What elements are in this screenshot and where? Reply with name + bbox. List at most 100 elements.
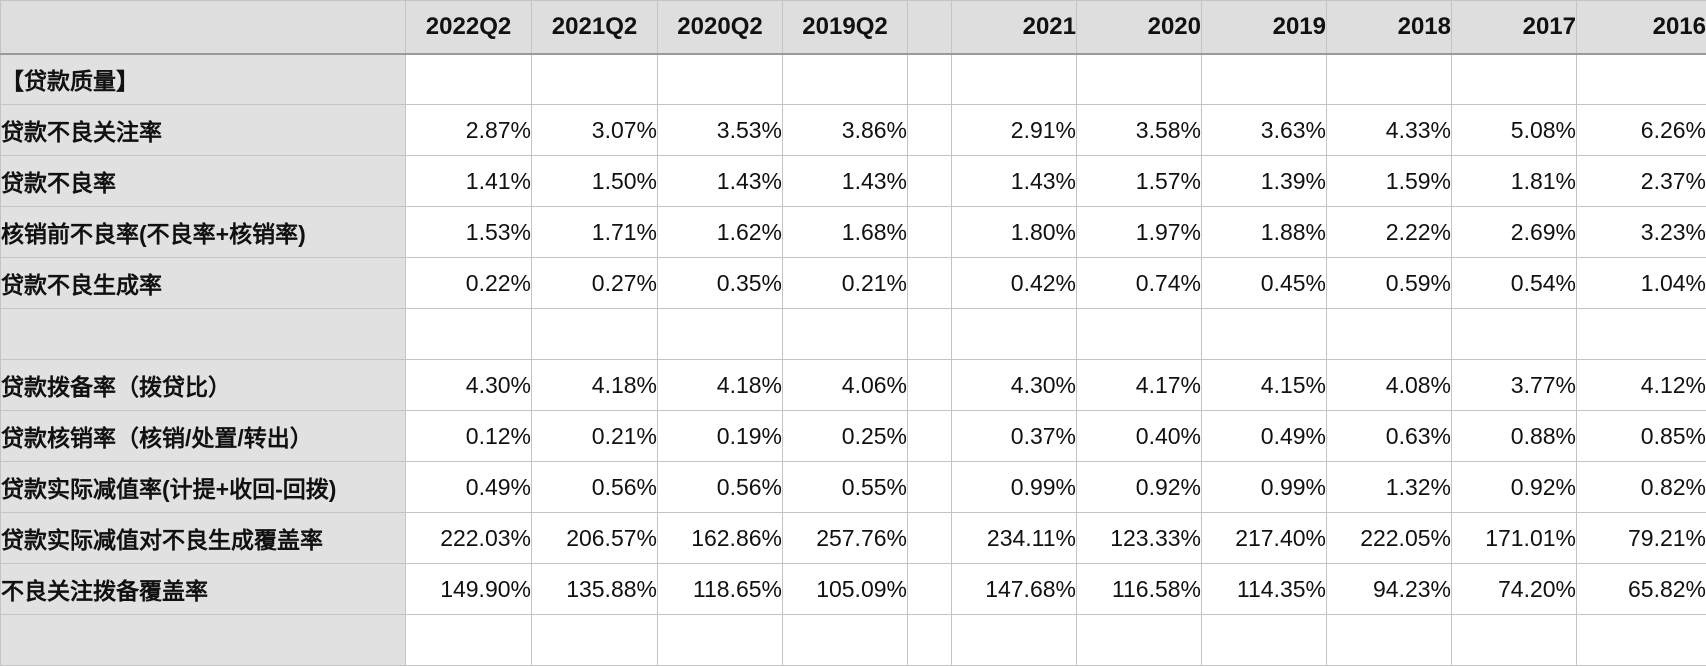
- row-label-cell[interactable]: [1, 615, 406, 666]
- year-value-cell[interactable]: 4.08%: [1327, 360, 1452, 411]
- spacer-cell[interactable]: [908, 564, 952, 615]
- year-value-cell[interactable]: 0.59%: [1327, 258, 1452, 309]
- quarter-value-cell[interactable]: 118.65%: [658, 564, 783, 615]
- quarter-value-cell[interactable]: 0.22%: [406, 258, 532, 309]
- quarter-value-cell[interactable]: 0.35%: [658, 258, 783, 309]
- quarter-value-cell[interactable]: [406, 309, 532, 360]
- quarter-value-cell[interactable]: [658, 309, 783, 360]
- year-value-cell[interactable]: 3.77%: [1452, 360, 1577, 411]
- year-value-cell[interactable]: 0.99%: [952, 462, 1077, 513]
- quarter-value-cell[interactable]: 0.27%: [532, 258, 658, 309]
- year-value-cell[interactable]: [952, 54, 1077, 105]
- header-corner-cell[interactable]: [1, 1, 406, 54]
- year-value-cell[interactable]: 4.17%: [1077, 360, 1202, 411]
- year-value-cell[interactable]: 1.59%: [1327, 156, 1452, 207]
- quarter-value-cell[interactable]: 0.55%: [783, 462, 908, 513]
- year-value-cell[interactable]: 0.92%: [1077, 462, 1202, 513]
- year-value-cell[interactable]: 0.54%: [1452, 258, 1577, 309]
- year-value-cell[interactable]: 0.82%: [1577, 462, 1706, 513]
- spacer-cell[interactable]: [908, 615, 952, 666]
- quarter-value-cell[interactable]: 206.57%: [532, 513, 658, 564]
- year-value-cell[interactable]: 123.33%: [1077, 513, 1202, 564]
- quarter-value-cell[interactable]: 257.76%: [783, 513, 908, 564]
- year-value-cell[interactable]: 2.91%: [952, 105, 1077, 156]
- quarter-value-cell[interactable]: 0.21%: [532, 411, 658, 462]
- year-value-cell[interactable]: 4.33%: [1327, 105, 1452, 156]
- year-value-cell[interactable]: [1202, 309, 1327, 360]
- year-value-cell[interactable]: [1077, 309, 1202, 360]
- year-value-cell[interactable]: [1077, 54, 1202, 105]
- spacer-cell[interactable]: [908, 207, 952, 258]
- year-value-cell[interactable]: 0.85%: [1577, 411, 1706, 462]
- year-value-cell[interactable]: 1.32%: [1327, 462, 1452, 513]
- row-label-cell[interactable]: 贷款核销率（核销/处置/转出）: [1, 411, 406, 462]
- year-value-cell[interactable]: 0.99%: [1202, 462, 1327, 513]
- year-value-cell[interactable]: 222.05%: [1327, 513, 1452, 564]
- year-value-cell[interactable]: 3.58%: [1077, 105, 1202, 156]
- year-value-cell[interactable]: [1327, 309, 1452, 360]
- quarter-value-cell[interactable]: 0.49%: [406, 462, 532, 513]
- year-value-cell[interactable]: 1.88%: [1202, 207, 1327, 258]
- column-header-2018[interactable]: 2018: [1327, 1, 1452, 54]
- year-value-cell[interactable]: 114.35%: [1202, 564, 1327, 615]
- year-value-cell[interactable]: [1577, 309, 1706, 360]
- column-header-2020q2[interactable]: 2020Q2: [658, 1, 783, 54]
- year-value-cell[interactable]: [1452, 309, 1577, 360]
- year-value-cell[interactable]: 116.58%: [1077, 564, 1202, 615]
- year-value-cell[interactable]: [1452, 54, 1577, 105]
- year-value-cell[interactable]: 1.04%: [1577, 258, 1706, 309]
- quarter-value-cell[interactable]: 0.56%: [532, 462, 658, 513]
- year-value-cell[interactable]: 74.20%: [1452, 564, 1577, 615]
- year-value-cell[interactable]: 0.45%: [1202, 258, 1327, 309]
- year-value-cell[interactable]: [1202, 615, 1327, 666]
- quarter-value-cell[interactable]: 0.25%: [783, 411, 908, 462]
- quarter-value-cell[interactable]: [658, 54, 783, 105]
- year-value-cell[interactable]: [1327, 54, 1452, 105]
- year-value-cell[interactable]: 1.39%: [1202, 156, 1327, 207]
- quarter-value-cell[interactable]: 3.86%: [783, 105, 908, 156]
- column-header-2019[interactable]: 2019: [1202, 1, 1327, 54]
- year-value-cell[interactable]: 0.40%: [1077, 411, 1202, 462]
- year-value-cell[interactable]: 94.23%: [1327, 564, 1452, 615]
- spacer-cell[interactable]: [908, 309, 952, 360]
- year-value-cell[interactable]: 171.01%: [1452, 513, 1577, 564]
- spacer-cell[interactable]: [908, 462, 952, 513]
- quarter-value-cell[interactable]: 1.68%: [783, 207, 908, 258]
- year-value-cell[interactable]: 5.08%: [1452, 105, 1577, 156]
- year-value-cell[interactable]: 2.22%: [1327, 207, 1452, 258]
- year-value-cell[interactable]: 3.63%: [1202, 105, 1327, 156]
- year-value-cell[interactable]: 0.42%: [952, 258, 1077, 309]
- row-label-cell[interactable]: 核销前不良率(不良率+核销率): [1, 207, 406, 258]
- year-value-cell[interactable]: 147.68%: [952, 564, 1077, 615]
- row-label-cell[interactable]: 贷款不良关注率: [1, 105, 406, 156]
- year-value-cell[interactable]: 1.97%: [1077, 207, 1202, 258]
- year-value-cell[interactable]: 4.15%: [1202, 360, 1327, 411]
- quarter-value-cell[interactable]: 0.19%: [658, 411, 783, 462]
- year-value-cell[interactable]: [1327, 615, 1452, 666]
- quarter-value-cell[interactable]: 4.18%: [658, 360, 783, 411]
- row-label-cell[interactable]: 贷款不良率: [1, 156, 406, 207]
- year-value-cell[interactable]: 4.30%: [952, 360, 1077, 411]
- spacer-cell[interactable]: [908, 258, 952, 309]
- quarter-value-cell[interactable]: [532, 309, 658, 360]
- quarter-value-cell[interactable]: 162.86%: [658, 513, 783, 564]
- quarter-value-cell[interactable]: [783, 615, 908, 666]
- spacer-cell[interactable]: [908, 54, 952, 105]
- year-value-cell[interactable]: 65.82%: [1577, 564, 1706, 615]
- year-value-cell[interactable]: 0.49%: [1202, 411, 1327, 462]
- quarter-value-cell[interactable]: [532, 54, 658, 105]
- row-label-cell[interactable]: [1, 309, 406, 360]
- year-value-cell[interactable]: 4.12%: [1577, 360, 1706, 411]
- year-value-cell[interactable]: 0.37%: [952, 411, 1077, 462]
- year-value-cell[interactable]: [1202, 54, 1327, 105]
- year-value-cell[interactable]: 6.26%: [1577, 105, 1706, 156]
- quarter-value-cell[interactable]: 1.41%: [406, 156, 532, 207]
- quarter-value-cell[interactable]: 4.06%: [783, 360, 908, 411]
- quarter-value-cell[interactable]: 4.30%: [406, 360, 532, 411]
- quarter-value-cell[interactable]: 3.53%: [658, 105, 783, 156]
- year-value-cell[interactable]: 0.63%: [1327, 411, 1452, 462]
- year-value-cell[interactable]: 79.21%: [1577, 513, 1706, 564]
- quarter-value-cell[interactable]: 1.43%: [783, 156, 908, 207]
- quarter-value-cell[interactable]: 1.62%: [658, 207, 783, 258]
- year-value-cell[interactable]: 0.92%: [1452, 462, 1577, 513]
